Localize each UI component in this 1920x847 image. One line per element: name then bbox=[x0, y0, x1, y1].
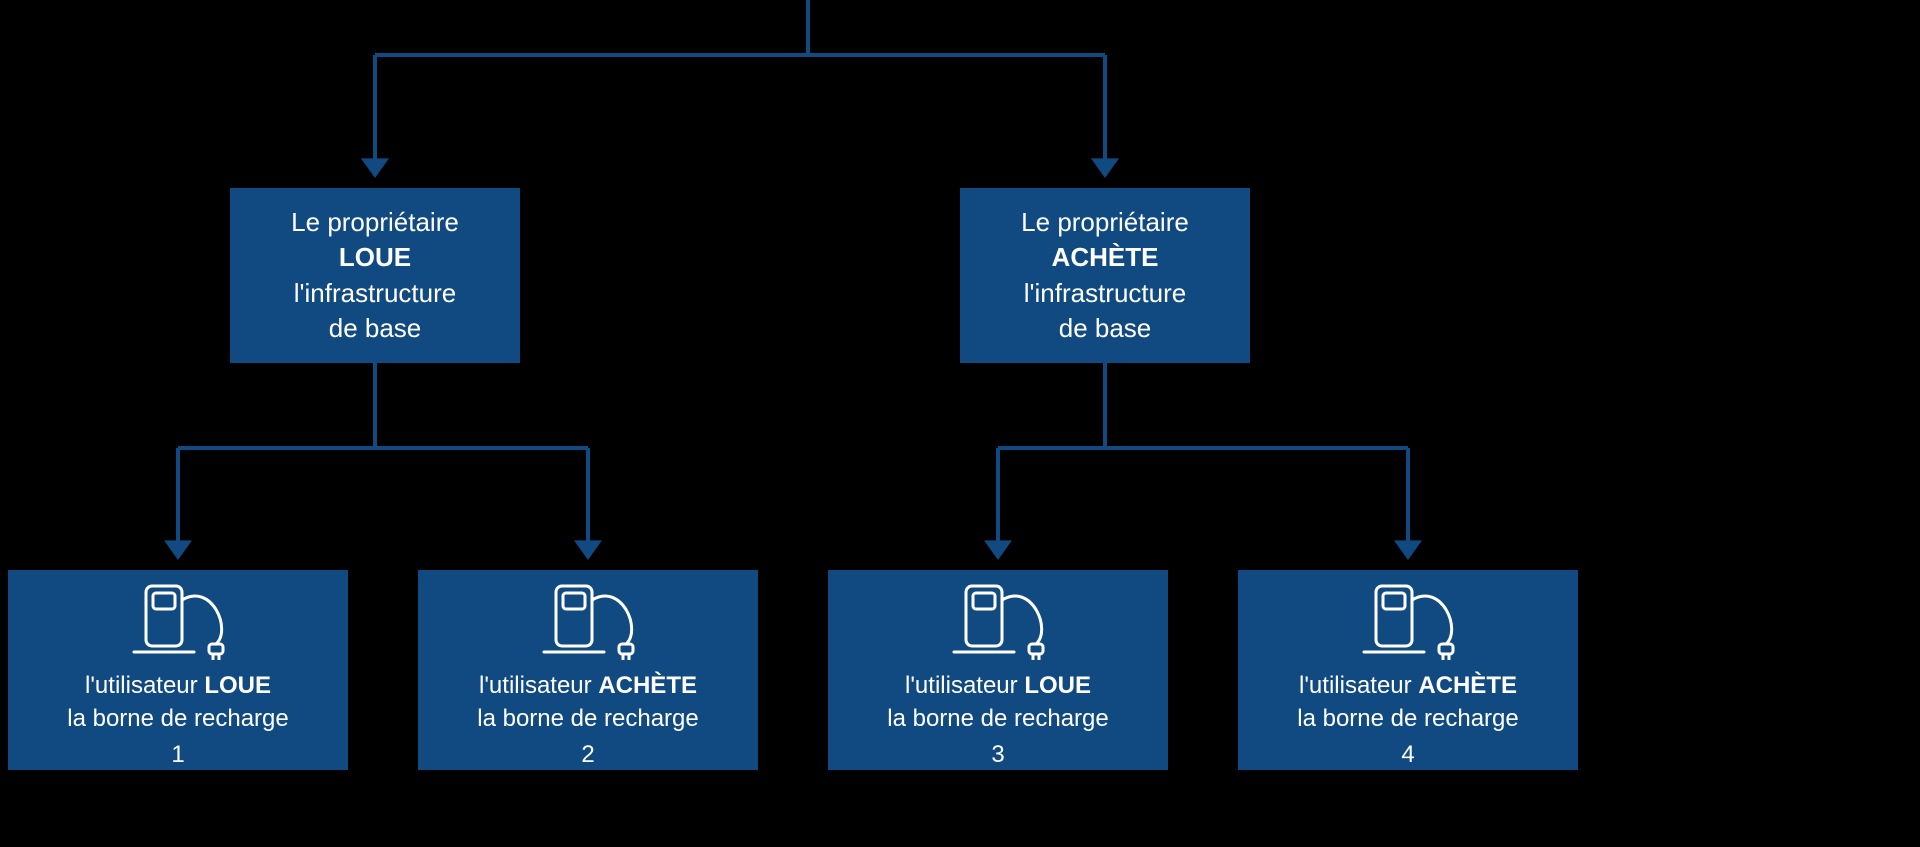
leaf-pre: l'utilisateur bbox=[1299, 672, 1418, 699]
diagram-stage: Le propriétaireLOUEl'infrastructurede ba… bbox=[0, 0, 1920, 847]
leaf-verb: LOUE bbox=[204, 672, 271, 699]
leaf-1: l'utilisateur LOUEla borne de recharge1 bbox=[8, 570, 348, 770]
mid-line3: l'infrastructure bbox=[1024, 276, 1186, 311]
mid-verb: LOUE bbox=[339, 240, 411, 275]
leaf-line1: l'utilisateur ACHÈTE bbox=[479, 670, 697, 701]
leaf-verb: ACHÈTE bbox=[598, 672, 697, 699]
mid-line1: Le propriétaire bbox=[291, 205, 459, 240]
leaf-sub: la borne de recharge bbox=[477, 703, 698, 734]
leaf-4: l'utilisateur ACHÈTEla borne de recharge… bbox=[1238, 570, 1578, 770]
mid-line4: de base bbox=[329, 311, 422, 346]
leaf-num: 1 bbox=[171, 739, 184, 770]
owner-leases: Le propriétaireLOUEl'infrastructurede ba… bbox=[230, 188, 520, 363]
leaf-pre: l'utilisateur bbox=[85, 672, 204, 699]
mid-line1: Le propriétaire bbox=[1021, 205, 1189, 240]
leaf-sub: la borne de recharge bbox=[67, 703, 288, 734]
leaf-line1: l'utilisateur LOUE bbox=[905, 670, 1091, 701]
leaf-line1: l'utilisateur LOUE bbox=[85, 670, 271, 701]
leaf-num: 3 bbox=[991, 739, 1004, 770]
leaf-num: 4 bbox=[1401, 739, 1414, 770]
leaf-pre: l'utilisateur bbox=[905, 672, 1024, 699]
leaf-num: 2 bbox=[581, 739, 594, 770]
mid-line4: de base bbox=[1059, 311, 1152, 346]
leaf-verb: LOUE bbox=[1024, 672, 1091, 699]
leaf-2: l'utilisateur ACHÈTEla borne de recharge… bbox=[418, 570, 758, 770]
leaf-line1: l'utilisateur ACHÈTE bbox=[1299, 670, 1517, 701]
leaf-3: l'utilisateur LOUEla borne de recharge3 bbox=[828, 570, 1168, 770]
mid-line3: l'infrastructure bbox=[294, 276, 456, 311]
leaf-pre: l'utilisateur bbox=[479, 672, 598, 699]
leaf-sub: la borne de recharge bbox=[887, 703, 1108, 734]
ev-charger-icon bbox=[938, 580, 1058, 660]
leaf-sub: la borne de recharge bbox=[1297, 703, 1518, 734]
mid-verb: ACHÈTE bbox=[1052, 240, 1159, 275]
ev-charger-icon bbox=[1348, 580, 1468, 660]
ev-charger-icon bbox=[118, 580, 238, 660]
ev-charger-icon bbox=[528, 580, 648, 660]
leaf-verb: ACHÈTE bbox=[1418, 672, 1517, 699]
owner-buys: Le propriétaireACHÈTEl'infrastructurede … bbox=[960, 188, 1250, 363]
